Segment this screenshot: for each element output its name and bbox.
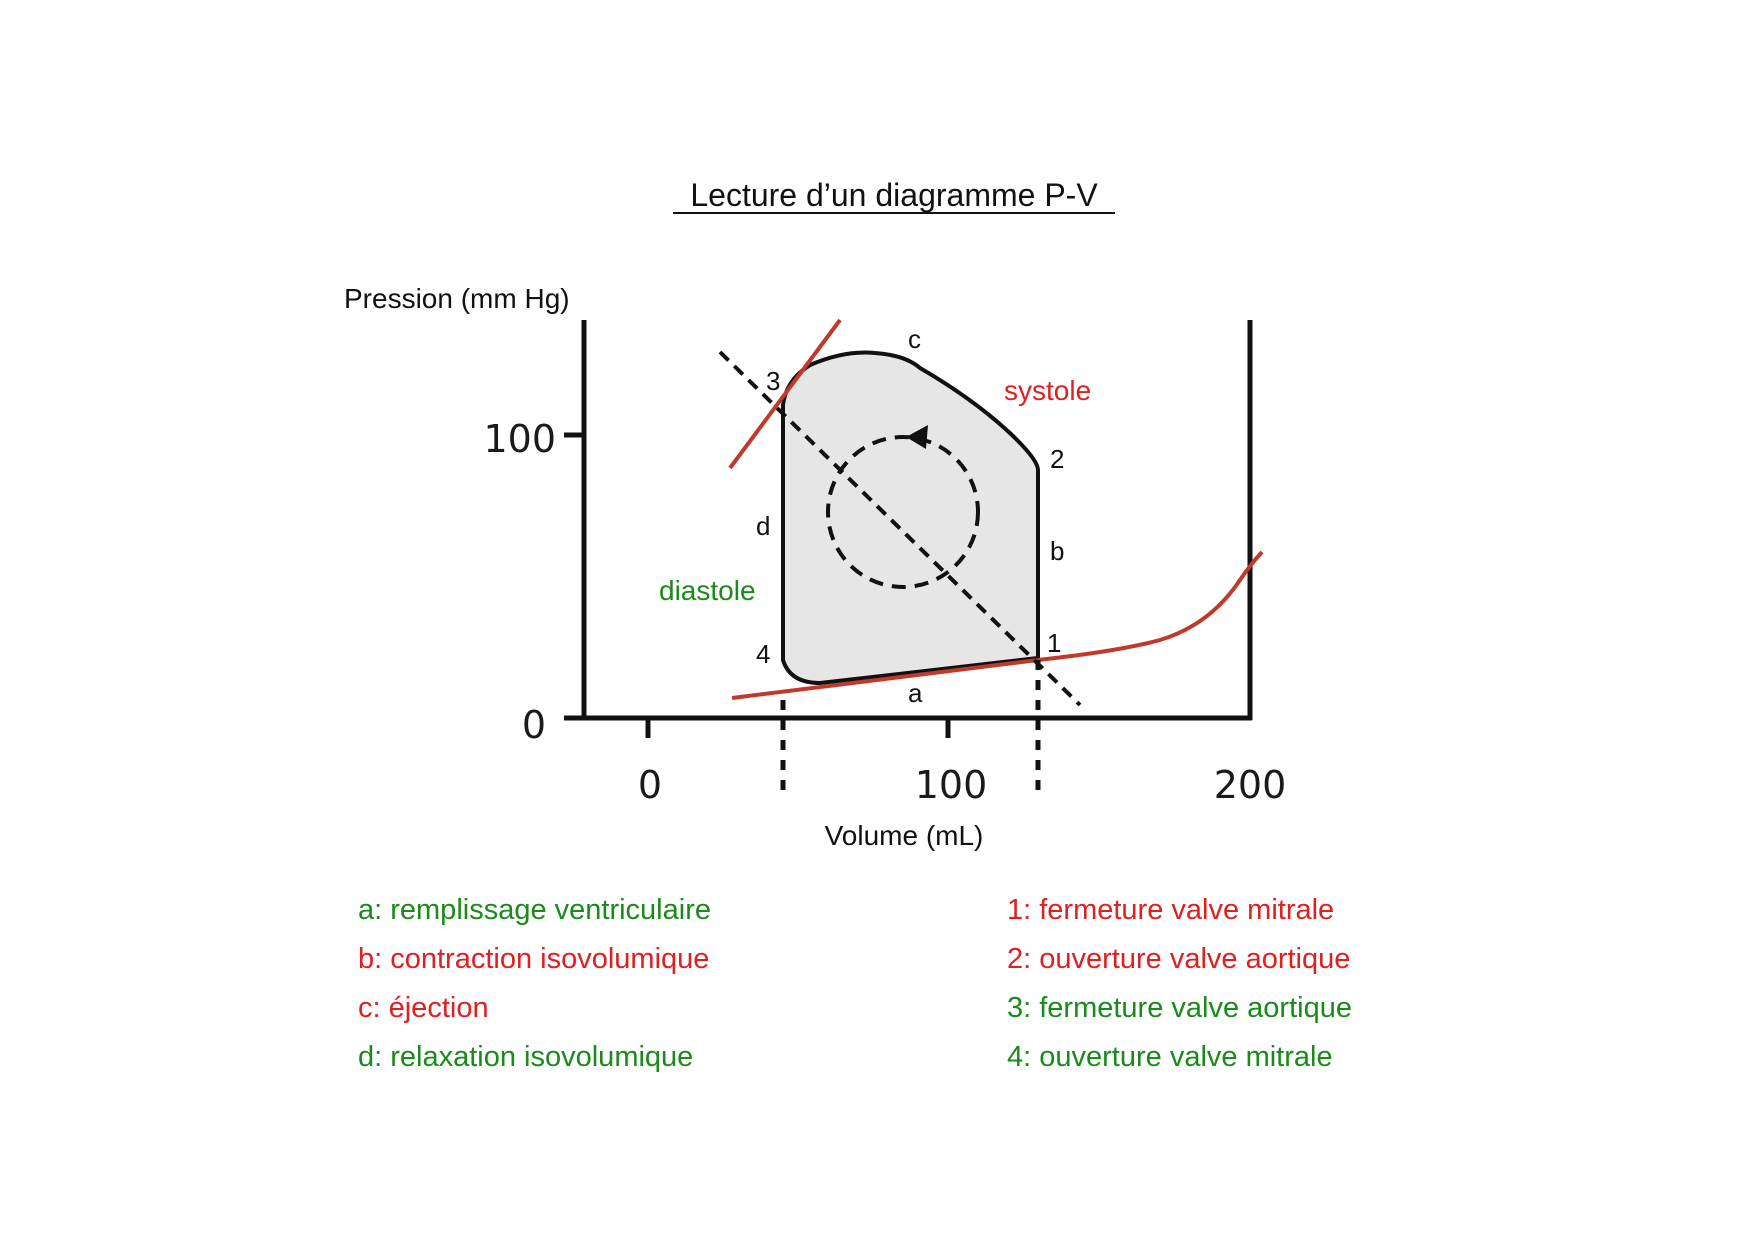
segment-label-d: d bbox=[756, 511, 770, 541]
legend-item-3: 3: fermeture valve aortique bbox=[1007, 992, 1352, 1024]
point-label-4: 4 bbox=[756, 639, 770, 669]
x-tick-label-200: 200 bbox=[1214, 763, 1287, 807]
x-tick-label-0: 0 bbox=[638, 763, 662, 807]
x-tick-label-100: 100 bbox=[915, 763, 988, 807]
y-tick-label-100: 100 bbox=[483, 417, 556, 461]
legend-right: 1: fermeture valve mitrale 2: ouverture … bbox=[1007, 894, 1352, 1073]
legend-item-4: 4: ouverture valve mitrale bbox=[1007, 1041, 1333, 1073]
point-label-1: 1 bbox=[1047, 628, 1061, 658]
pv-loop bbox=[781, 350, 1040, 685]
legend-item-d: d: relaxation isovolumique bbox=[358, 1041, 693, 1073]
point-label-2: 2 bbox=[1050, 444, 1064, 474]
legend-item-1: 1: fermeture valve mitrale bbox=[1007, 894, 1334, 926]
phase-label-diastole: diastole bbox=[659, 575, 756, 606]
cycle-direction-circle bbox=[826, 435, 980, 589]
legend-item-2: 2: ouverture valve aortique bbox=[1007, 943, 1350, 975]
x-axis-title: Volume (mL) bbox=[825, 820, 984, 851]
legend-item-c: c: éjection bbox=[358, 992, 489, 1024]
diagonal-dashed-line bbox=[718, 350, 1082, 707]
segment-label-b: b bbox=[1050, 536, 1064, 566]
espvr-line bbox=[728, 318, 842, 470]
diagram-title: Lecture d’un diagramme P-V bbox=[690, 177, 1098, 213]
edpvr-curve bbox=[731, 550, 1264, 700]
point-label-3: 3 bbox=[766, 366, 780, 396]
cycle-arrow-head-icon bbox=[906, 425, 928, 449]
segment-label-a: a bbox=[908, 678, 923, 708]
segment-label-c: c bbox=[908, 324, 921, 354]
legend-left: a: remplissage ventriculaire b: contract… bbox=[358, 894, 711, 1073]
phase-label-systole: systole bbox=[1004, 375, 1091, 406]
y-axis-title: Pression (mm Hg) bbox=[344, 283, 570, 314]
legend-item-a: a: remplissage ventriculaire bbox=[358, 894, 711, 926]
y-tick-label-0: 0 bbox=[522, 703, 546, 747]
legend-item-b: b: contraction isovolumique bbox=[358, 943, 709, 975]
